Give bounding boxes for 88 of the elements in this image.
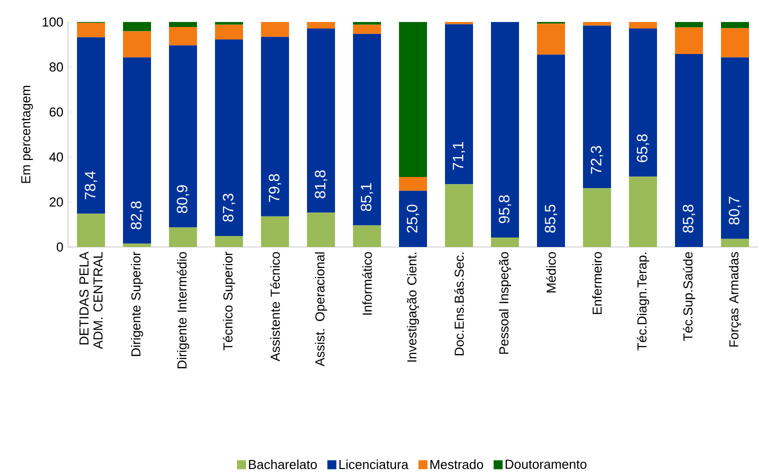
legend-label: Licenciatura bbox=[339, 460, 408, 470]
bar bbox=[720, 57, 749, 239]
bar bbox=[399, 177, 427, 191]
bar bbox=[536, 24, 565, 55]
x-tick-label: Pessoal Inspeção bbox=[498, 252, 512, 354]
x-tick-label: Investigação Cient. bbox=[406, 252, 420, 362]
bar bbox=[169, 26, 198, 46]
bar bbox=[123, 31, 152, 58]
legend-label: Bacharelato bbox=[249, 460, 317, 470]
bar bbox=[307, 22, 335, 29]
data-label: 82,8 bbox=[130, 201, 144, 230]
data-label: 95,8 bbox=[498, 195, 512, 224]
y-axis-title: Em percentagem bbox=[21, 86, 33, 183]
bar bbox=[77, 214, 106, 247]
bar bbox=[583, 26, 611, 188]
bar bbox=[583, 188, 611, 247]
bar bbox=[261, 216, 290, 247]
bar bbox=[720, 28, 749, 58]
data-label: 78,4 bbox=[84, 171, 98, 200]
x-tick-label: Médico bbox=[546, 252, 556, 292]
y-tick-label: 100 bbox=[42, 17, 63, 27]
bar bbox=[307, 212, 335, 247]
x-tick-label: Forças Armadas bbox=[728, 252, 742, 347]
data-label: 25,0 bbox=[406, 204, 420, 233]
bar bbox=[261, 36, 290, 216]
x-tick-label: Informático bbox=[362, 252, 372, 315]
bar bbox=[123, 244, 152, 247]
bar bbox=[77, 37, 106, 214]
bar bbox=[353, 225, 381, 247]
bar bbox=[169, 227, 198, 247]
x-tick-label: Técnico Superior bbox=[222, 252, 236, 350]
data-label: 80,9 bbox=[176, 185, 190, 214]
data-label: 87,3 bbox=[222, 194, 236, 222]
x-tick-label: Dirigente Intermédio bbox=[176, 252, 190, 368]
data-label: 81,8 bbox=[314, 170, 328, 198]
x-tick-label: Téc.Diagn.Terap. bbox=[636, 252, 650, 350]
bar bbox=[399, 22, 427, 178]
data-label: 65,8 bbox=[636, 134, 650, 162]
x-tick-label: Assist. Operacional bbox=[314, 252, 328, 366]
bar bbox=[491, 238, 519, 247]
data-label: 85,1 bbox=[360, 183, 374, 212]
y-tick-label: 80 bbox=[50, 62, 63, 72]
bar bbox=[629, 22, 657, 29]
data-label: 80,7 bbox=[728, 196, 742, 225]
bar bbox=[445, 24, 473, 184]
bar bbox=[215, 24, 244, 40]
bar bbox=[720, 22, 749, 28]
bar bbox=[491, 22, 519, 238]
bar bbox=[720, 238, 749, 247]
bar bbox=[215, 236, 244, 247]
bar bbox=[261, 22, 290, 37]
bar bbox=[629, 28, 657, 177]
bar bbox=[353, 22, 381, 25]
y-tick-label: 20 bbox=[50, 197, 63, 207]
x-tick-label: Dirigente Superior bbox=[130, 252, 144, 356]
bar bbox=[674, 22, 703, 28]
bar bbox=[123, 57, 152, 244]
bar bbox=[536, 54, 565, 247]
x-tick-label: Assistente Técnico bbox=[270, 252, 280, 362]
bar bbox=[445, 184, 473, 247]
x-tick-label: DETIDAS PELA ADM. CENTRAL bbox=[79, 252, 103, 350]
x-tick-label: Téc.Sup.Saúde bbox=[682, 252, 696, 341]
bar bbox=[123, 22, 152, 32]
bar bbox=[353, 24, 381, 34]
bar bbox=[583, 22, 611, 26]
data-label: 79,8 bbox=[268, 174, 282, 202]
data-label: 85,5 bbox=[544, 204, 558, 233]
x-tick-label: Doc.Ens.Bás.Sec. bbox=[454, 252, 464, 356]
bar bbox=[77, 22, 106, 38]
bar bbox=[674, 27, 703, 54]
bar bbox=[353, 34, 381, 226]
legend-label: Doutoramento bbox=[506, 460, 586, 469]
bar bbox=[307, 28, 335, 213]
y-tick-label: 40 bbox=[49, 152, 63, 162]
bar bbox=[215, 22, 244, 25]
y-tick-label: 0 bbox=[56, 242, 63, 252]
data-label: 72,3 bbox=[590, 146, 604, 174]
data-label: 85,8 bbox=[682, 204, 696, 233]
bar bbox=[399, 190, 427, 247]
data-label: 71,1 bbox=[452, 142, 466, 170]
bar bbox=[215, 40, 244, 236]
bar bbox=[674, 54, 703, 247]
bar bbox=[629, 176, 657, 247]
bar bbox=[169, 22, 198, 27]
legend-label: Mestrado bbox=[430, 460, 484, 470]
y-tick-label: 60 bbox=[50, 107, 63, 117]
x-tick-label: Enfermeiro bbox=[592, 252, 602, 314]
bar bbox=[169, 45, 198, 228]
